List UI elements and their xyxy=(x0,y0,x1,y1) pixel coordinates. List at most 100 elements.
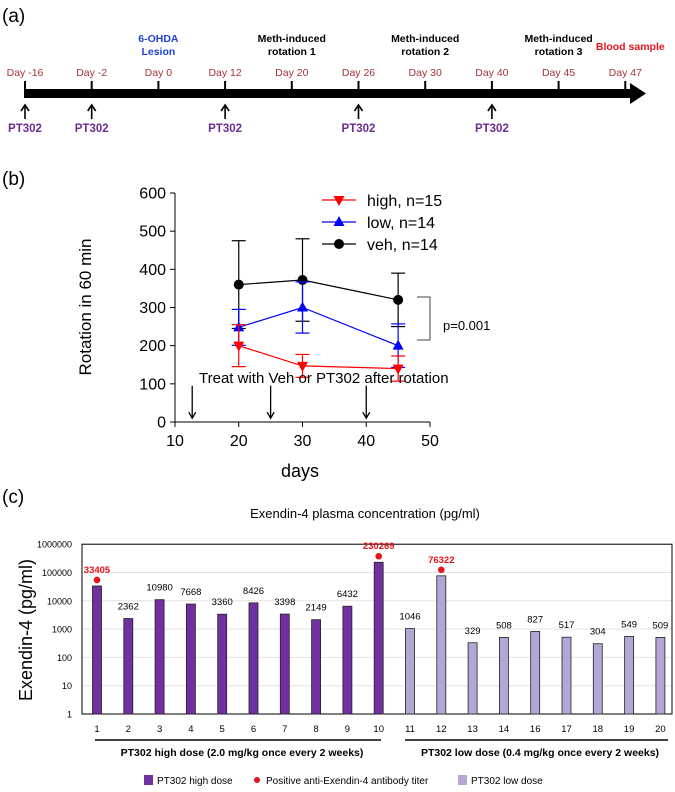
y-axis-label: Exendin-4 (pg/ml) xyxy=(16,559,36,701)
bar xyxy=(373,561,384,715)
data-point xyxy=(233,279,244,290)
legend-label: high, n=15 xyxy=(367,193,442,210)
series-line xyxy=(238,279,399,301)
bar-value-label: 8426 xyxy=(243,586,264,597)
y-tick-label: 10 xyxy=(62,681,72,691)
y-tick-label: 300 xyxy=(139,300,166,317)
data-point xyxy=(393,294,404,305)
bar xyxy=(248,602,259,715)
event-label: 6-OHDA xyxy=(138,33,179,45)
dosing-arrow-head xyxy=(353,103,364,112)
day-label: Day 26 xyxy=(342,67,375,79)
legend-marker xyxy=(334,239,344,249)
x-tick-label: 14 xyxy=(499,724,510,735)
y-tick-label: 1000000 xyxy=(37,540,72,550)
bar xyxy=(154,599,165,715)
event-label: Meth-induced xyxy=(524,33,592,45)
day-label: Day 12 xyxy=(208,67,241,79)
legend-marker xyxy=(333,216,345,226)
x-tick-label: 19 xyxy=(624,724,635,735)
legend-dot xyxy=(254,777,260,783)
dosing-label: PT302 xyxy=(342,123,376,135)
bar-value-label: 304 xyxy=(590,627,606,638)
bar-value-label: 3398 xyxy=(274,597,295,608)
x-tick-label: 3 xyxy=(157,724,162,735)
series-line xyxy=(238,345,399,370)
dosing-arrow-head xyxy=(487,103,497,112)
bar-value-label: 3360 xyxy=(212,597,233,608)
bar xyxy=(498,637,509,715)
panel-a-label: (a) xyxy=(2,6,25,27)
data-point xyxy=(392,364,404,375)
x-tick-label: 9 xyxy=(345,724,350,735)
legend-swatch xyxy=(144,775,153,785)
legend-swatch xyxy=(458,775,467,785)
dosing-label: PT302 xyxy=(75,123,109,135)
chart-title: Exendin-4 plasma concentration (pg/ml) xyxy=(250,506,480,521)
y-tick-label: 100000 xyxy=(42,568,72,578)
dosing-label: PT302 xyxy=(208,123,242,135)
significance-label: p=0.001 xyxy=(443,318,490,333)
x-tick-label: 12 xyxy=(436,724,447,735)
legend-label: low, n=14 xyxy=(367,215,435,232)
bar xyxy=(436,575,447,715)
y-tick-label: 500 xyxy=(139,224,166,241)
y-axis-label: Rotation in 60 min xyxy=(76,238,95,375)
x-tick-label: 7 xyxy=(282,724,287,735)
event-label: Blood sample xyxy=(596,41,665,53)
x-tick-label: 30 xyxy=(294,433,312,450)
bar xyxy=(655,636,666,715)
y-tick-label: 10000 xyxy=(47,596,72,606)
treatment-arrow-head xyxy=(362,411,371,420)
bar xyxy=(279,613,290,715)
bar xyxy=(592,643,603,715)
x-tick-label: 1 xyxy=(94,724,99,735)
significance-bracket xyxy=(417,296,431,341)
treatment-arrow-head xyxy=(266,411,275,420)
x-tick-label: 11 xyxy=(405,724,415,735)
x-tick-label: 2 xyxy=(126,724,131,735)
timeline-bar xyxy=(24,89,632,98)
x-tick-label: 10 xyxy=(373,724,384,735)
treatment-arrow-head xyxy=(188,411,197,420)
x-tick-label: 16 xyxy=(530,724,541,735)
bar-value-label: 329 xyxy=(465,626,481,637)
legend-marker xyxy=(333,196,345,206)
bar-value-label: 827 xyxy=(527,614,543,625)
y-tick-label: 1000 xyxy=(52,625,72,635)
y-tick-label: 400 xyxy=(139,262,166,279)
data-point xyxy=(233,341,245,352)
x-tick-label: 17 xyxy=(561,724,572,735)
x-tick-label: 50 xyxy=(421,433,439,450)
treatment-annotation: Treat with Veh or PT302 after rotation xyxy=(199,370,449,387)
legend-label: veh, n=14 xyxy=(367,237,438,254)
bar-value-label: 1046 xyxy=(399,612,420,623)
panel-c-label: (c) xyxy=(2,487,24,508)
bar-value-label: 76322 xyxy=(428,555,454,566)
x-tick-label: 18 xyxy=(593,724,604,735)
x-tick-label: 4 xyxy=(188,724,193,735)
group-label-high: PT302 high dose (2.0 mg/kg once every 2 … xyxy=(121,747,364,759)
x-tick-label: 20 xyxy=(655,724,666,735)
y-tick-label: 0 xyxy=(157,415,166,432)
y-tick-label: 100 xyxy=(139,376,166,393)
day-label: Day -16 xyxy=(7,67,44,79)
event-label: rotation 3 xyxy=(535,46,583,58)
x-tick-label: 6 xyxy=(251,724,256,735)
day-label: Day 0 xyxy=(145,67,173,79)
bar-value-label: 10980 xyxy=(146,583,172,594)
data-point xyxy=(297,361,308,372)
bar-value-label: 2362 xyxy=(118,602,139,613)
day-label: Day 30 xyxy=(409,67,442,79)
x-tick-label: 40 xyxy=(357,433,375,450)
antibody-positive-dot xyxy=(438,566,445,574)
bar-value-label: 549 xyxy=(621,619,637,630)
bar xyxy=(467,642,478,715)
bar-value-label: 33405 xyxy=(84,565,111,576)
antibody-positive-dot xyxy=(93,576,101,584)
timeline-arrowhead xyxy=(630,83,646,104)
dosing-arrow-head xyxy=(87,103,97,112)
x-tick-label: 8 xyxy=(313,724,318,735)
bar xyxy=(92,585,102,715)
event-label: rotation 1 xyxy=(268,46,316,58)
